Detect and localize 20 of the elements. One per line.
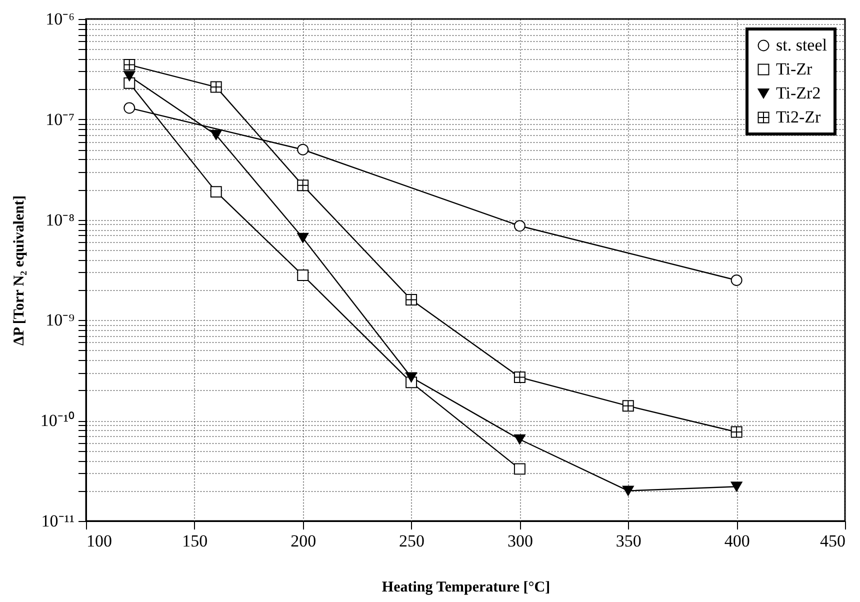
y-tick-label: 10⁻⁸ — [46, 210, 75, 230]
y-axis-title: ΔP [Torr N₂ equivalent] — [11, 195, 28, 346]
legend-label: st. steel — [776, 36, 828, 54]
x-tick-label: 200 — [290, 532, 316, 550]
y-tick-label: 10⁻⁶ — [46, 10, 75, 28]
legend-label: Ti-Zr — [776, 60, 813, 78]
x-axis-title: Heating Temperature [°C] — [382, 580, 550, 596]
x-tick-label: 150 — [182, 532, 208, 550]
y-tick-label: 10⁻⁷ — [46, 110, 75, 129]
x-tick-label: 100 — [86, 532, 112, 550]
y-tick-label: 10⁻⁹ — [46, 310, 75, 330]
x-tick-label: 350 — [616, 532, 642, 550]
legend-label: Ti2-Zr — [776, 108, 822, 126]
y-tick-label: 10⁻¹¹ — [41, 512, 74, 530]
x-tick-label: 400 — [724, 532, 750, 550]
x-tick-label: 450 — [820, 532, 846, 550]
x-tick-label: 250 — [399, 532, 425, 550]
y-tick-label: 10⁻¹⁰ — [40, 411, 74, 430]
legend-label: Ti-Zr2 — [776, 84, 821, 102]
x-tick-label: 300 — [507, 532, 533, 550]
